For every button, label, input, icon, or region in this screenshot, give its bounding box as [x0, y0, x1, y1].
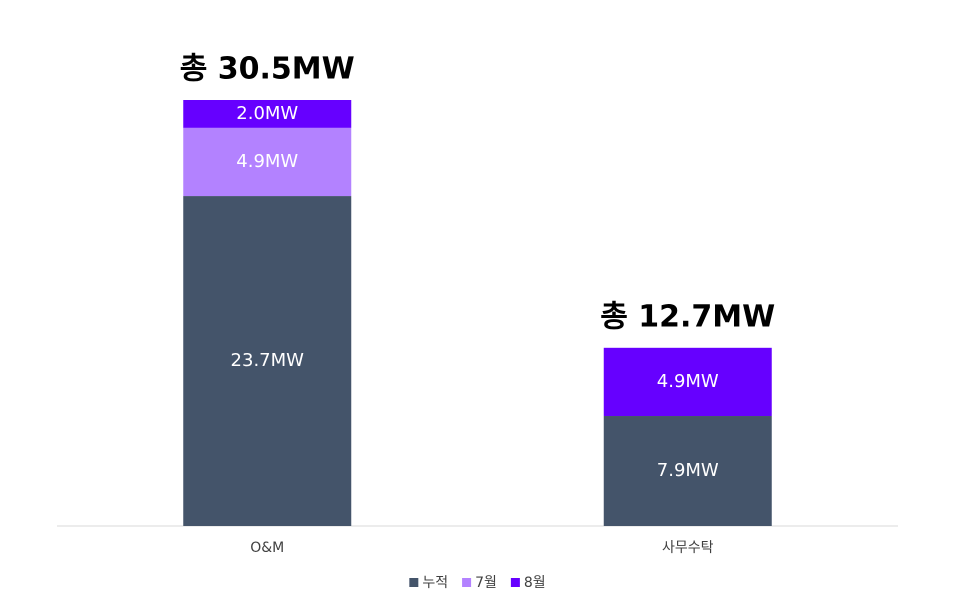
total-label: 총 12.7MW — [600, 299, 775, 334]
value-label: 4.9MW — [236, 151, 298, 172]
bar-segment — [183, 100, 352, 128]
x-tick-label: 사무수탁 — [662, 540, 714, 556]
value-label: 7.9MW — [657, 460, 719, 481]
bar-segment — [603, 347, 772, 417]
legend-swatch — [409, 578, 419, 587]
x-tick-label: O&M — [250, 540, 284, 556]
legend-label: 누적 — [422, 575, 448, 591]
value-label: 2.0MW — [236, 103, 298, 124]
bar-segment — [603, 416, 772, 526]
legend-label: 8월 — [524, 575, 546, 591]
total-label: 총 30.5MW — [180, 52, 355, 87]
value-label: 23.7MW — [231, 350, 305, 371]
bar-segment — [183, 196, 352, 526]
value-label: 4.9MW — [657, 371, 719, 392]
bar-segment — [183, 127, 352, 197]
legend-label: 7월 — [475, 575, 497, 591]
legend-swatch — [462, 578, 472, 587]
legend-swatch — [510, 578, 520, 587]
